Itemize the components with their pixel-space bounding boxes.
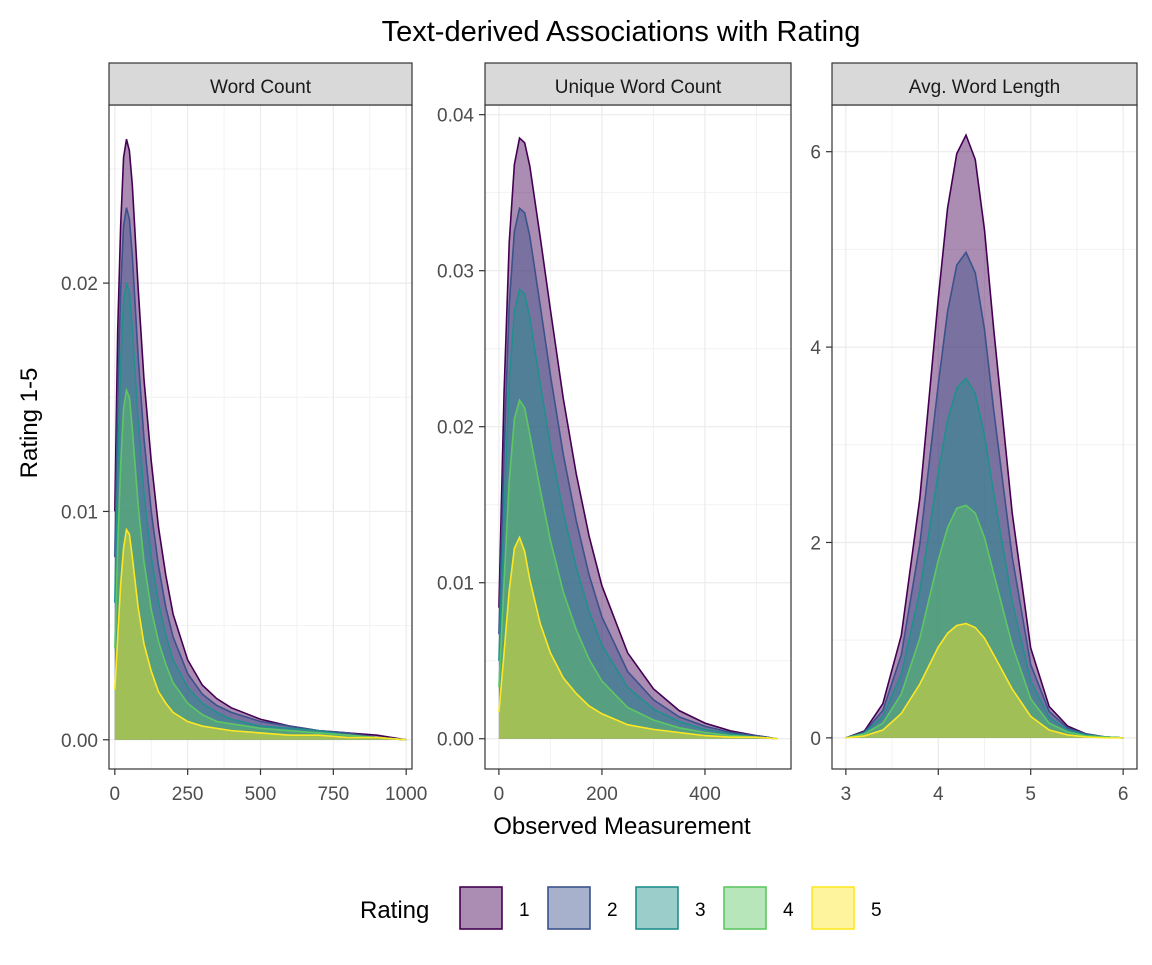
legend-items: 1 2 3 4 5 <box>459 886 882 930</box>
density-area-rating-3 <box>845 378 1124 738</box>
density-line-rating-5 <box>845 622 1124 739</box>
density-area-rating-1 <box>114 139 407 740</box>
x-tick-label: 500 <box>245 784 277 805</box>
legend-title: Rating <box>360 897 429 924</box>
density-area-rating-5 <box>845 623 1124 738</box>
legend-key <box>635 886 679 930</box>
density-line-rating-4 <box>845 504 1124 739</box>
density-line-rating-1 <box>498 136 778 740</box>
x-tick-label: 0 <box>494 784 505 805</box>
facet-strip <box>108 62 413 106</box>
x-tick-label: 3 <box>841 784 852 805</box>
y-tick-label: 2 <box>810 533 821 554</box>
panel-avg-word-length: Avg. Word Length 3 4 5 6 0 2 4 6 <box>810 62 1138 805</box>
x-tick-label: 250 <box>172 784 204 805</box>
y-tick-label: 4 <box>810 338 821 359</box>
legend-item-rating-3: 3 <box>635 886 706 930</box>
y-tick-label: 0.04 <box>437 106 474 127</box>
density-area-rating-4 <box>114 390 407 740</box>
legend-item-rating-2: 2 <box>547 886 618 930</box>
x-tick-label: 4 <box>933 784 944 805</box>
x-tick-label: 6 <box>1118 784 1129 805</box>
y-tick-label: 0.03 <box>437 262 474 283</box>
x-tick-label: 1000 <box>385 784 427 805</box>
x-tick-label: 5 <box>1025 784 1036 805</box>
legend-item-rating-1: 1 <box>459 886 530 930</box>
y-axis-title: Rating 1-5 <box>16 368 43 479</box>
x-axis-title: Observed Measurement <box>493 813 751 840</box>
density-area-rating-3 <box>114 283 407 740</box>
density-area-rating-2 <box>845 252 1124 738</box>
legend-label: 2 <box>607 900 618 921</box>
legend-label: 1 <box>519 900 530 921</box>
legend-item-rating-4: 4 <box>723 886 794 930</box>
density-area-rating-4 <box>498 400 778 739</box>
facet-label: Avg. Word Length <box>909 77 1060 98</box>
density-area-rating-2 <box>114 207 407 740</box>
density-line-rating-3 <box>114 282 407 741</box>
density-line-rating-2 <box>498 206 778 740</box>
legend-key <box>459 886 503 930</box>
density-line-rating-5 <box>114 527 407 741</box>
chart-title: Text-derived Associations with Rating <box>382 16 861 48</box>
y-tick-label: 0 <box>810 729 821 750</box>
density-line-rating-3 <box>845 377 1124 739</box>
y-tick-label: 0.02 <box>61 274 98 295</box>
y-tick-label: 0.02 <box>437 418 474 439</box>
density-area-rating-5 <box>114 529 407 740</box>
legend-item-rating-5: 5 <box>811 886 882 930</box>
density-line-rating-5 <box>498 535 778 740</box>
y-tick-label: 0.01 <box>437 574 474 595</box>
legend-key <box>547 886 591 930</box>
density-area-rating-4 <box>845 505 1124 738</box>
density-line-rating-2 <box>114 207 407 741</box>
density-line-rating-3 <box>498 287 778 740</box>
facet-strip <box>831 62 1138 106</box>
density-area-rating-5 <box>498 537 778 739</box>
legend: Rating 1 2 3 4 5 <box>360 886 882 930</box>
density-area-rating-3 <box>498 289 778 739</box>
density-line-rating-4 <box>114 387 407 741</box>
facet-label: Word Count <box>210 77 312 98</box>
panel-unique-word-count: Unique Word Count 0 200 400 0.00 0.01 0.02 0.03… <box>437 62 792 805</box>
legend-label: 4 <box>783 900 794 921</box>
legend-key <box>723 886 767 930</box>
density-line-rating-4 <box>498 398 778 740</box>
panel-word-count: Word Count 0 250 500 750 1000 0.00 0.01 0.02 <box>61 62 427 805</box>
panel-background <box>485 105 791 769</box>
legend-key <box>811 886 855 930</box>
x-tick-label: 200 <box>586 784 618 805</box>
x-tick-label: 0 <box>110 784 121 805</box>
y-tick-label: 0.01 <box>61 502 98 523</box>
density-line-rating-1 <box>845 133 1124 739</box>
facet-strip <box>484 62 792 106</box>
legend-label: 5 <box>871 900 882 921</box>
y-tick-label: 0.00 <box>61 731 98 752</box>
y-tick-label: 6 <box>810 143 821 164</box>
y-tick-label: 0.00 <box>437 730 474 751</box>
facet-label: Unique Word Count <box>555 77 722 98</box>
x-tick-label: 400 <box>689 784 721 805</box>
legend-label: 3 <box>695 900 706 921</box>
x-tick-label: 750 <box>317 784 349 805</box>
density-area-rating-1 <box>498 138 778 739</box>
density-line-rating-2 <box>845 250 1124 739</box>
